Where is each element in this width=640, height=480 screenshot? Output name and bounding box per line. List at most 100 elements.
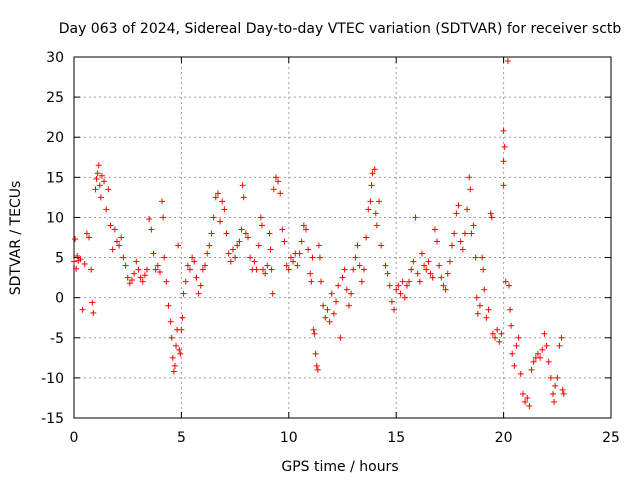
data-point bbox=[283, 262, 290, 269]
data-point bbox=[399, 278, 406, 285]
data-point bbox=[467, 186, 474, 193]
data-point bbox=[163, 278, 170, 285]
data-point bbox=[414, 270, 421, 277]
y-axis-label: SDTVAR / TECUs bbox=[8, 181, 24, 296]
data-point bbox=[449, 242, 456, 249]
data-point bbox=[214, 190, 221, 197]
data-point bbox=[170, 368, 177, 375]
data-point bbox=[341, 266, 348, 273]
data-point bbox=[307, 270, 314, 277]
data-point bbox=[167, 318, 174, 325]
data-point bbox=[118, 234, 125, 241]
data-point bbox=[173, 342, 180, 349]
data-point bbox=[354, 242, 361, 249]
data-point bbox=[326, 318, 333, 325]
data-point bbox=[197, 282, 204, 289]
data-point bbox=[560, 390, 567, 397]
data-point bbox=[483, 314, 490, 321]
data-point bbox=[545, 358, 552, 365]
data-point bbox=[507, 306, 514, 313]
data-point bbox=[141, 272, 148, 279]
data-point bbox=[105, 186, 112, 193]
data-point bbox=[281, 238, 288, 245]
data-point bbox=[232, 254, 239, 261]
data-point bbox=[234, 242, 241, 249]
data-point bbox=[371, 166, 378, 173]
data-point bbox=[363, 234, 370, 241]
data-point bbox=[522, 398, 529, 405]
data-point bbox=[189, 254, 196, 261]
data-point bbox=[202, 262, 209, 269]
data-point bbox=[558, 334, 565, 341]
data-point bbox=[212, 194, 219, 201]
data-point bbox=[126, 280, 133, 287]
data-point bbox=[320, 302, 327, 309]
data-point bbox=[372, 210, 379, 217]
data-point bbox=[496, 338, 503, 345]
data-point bbox=[236, 238, 243, 245]
data-point bbox=[436, 262, 443, 269]
data-point bbox=[305, 246, 312, 253]
y-tick-label: 10 bbox=[46, 210, 64, 226]
data-point bbox=[504, 58, 511, 65]
data-point bbox=[556, 342, 563, 349]
data-point bbox=[418, 250, 425, 257]
data-point bbox=[391, 306, 398, 313]
grid-lines bbox=[74, 57, 611, 418]
data-point bbox=[221, 206, 228, 213]
x-tick-label: 10 bbox=[280, 430, 298, 446]
data-point bbox=[438, 274, 445, 281]
data-point bbox=[298, 238, 305, 245]
data-point bbox=[403, 282, 410, 289]
data-point bbox=[322, 314, 329, 321]
data-point bbox=[316, 254, 323, 261]
data-point bbox=[313, 362, 320, 369]
data-point bbox=[500, 158, 507, 165]
data-point bbox=[176, 346, 183, 353]
data-point bbox=[169, 354, 176, 361]
data-point bbox=[446, 258, 453, 265]
data-point bbox=[296, 250, 303, 257]
data-points bbox=[71, 58, 567, 409]
data-point bbox=[348, 290, 355, 297]
y-tick-label: 0 bbox=[55, 291, 64, 307]
data-point bbox=[335, 282, 342, 289]
data-point bbox=[92, 186, 99, 193]
data-point bbox=[152, 266, 159, 273]
data-point bbox=[177, 350, 184, 357]
data-point bbox=[262, 270, 269, 277]
data-point bbox=[431, 226, 438, 233]
x-tick-label: 15 bbox=[387, 430, 405, 446]
data-point bbox=[251, 258, 258, 265]
data-point bbox=[453, 210, 460, 217]
data-point bbox=[279, 226, 286, 233]
data-point bbox=[88, 266, 95, 273]
data-point bbox=[425, 258, 432, 265]
data-point bbox=[369, 170, 376, 177]
data-point bbox=[339, 274, 346, 281]
data-point bbox=[186, 266, 193, 273]
data-point bbox=[116, 242, 123, 249]
data-point bbox=[551, 398, 558, 405]
data-point bbox=[253, 266, 260, 273]
data-point bbox=[350, 266, 357, 273]
data-point bbox=[444, 270, 451, 277]
data-point bbox=[410, 258, 417, 265]
data-point bbox=[199, 266, 206, 273]
data-point bbox=[139, 278, 146, 285]
data-point bbox=[378, 242, 385, 249]
data-point bbox=[156, 268, 163, 275]
data-point bbox=[74, 252, 81, 259]
data-point bbox=[175, 242, 182, 249]
data-point bbox=[184, 262, 191, 269]
data-point bbox=[255, 242, 262, 249]
data-point bbox=[511, 362, 518, 369]
data-point bbox=[451, 230, 458, 237]
data-point bbox=[135, 266, 142, 273]
data-point bbox=[257, 214, 264, 221]
data-point bbox=[206, 242, 213, 249]
data-point bbox=[397, 290, 404, 297]
data-point bbox=[461, 230, 468, 237]
data-point bbox=[508, 322, 515, 329]
data-point bbox=[333, 298, 340, 305]
